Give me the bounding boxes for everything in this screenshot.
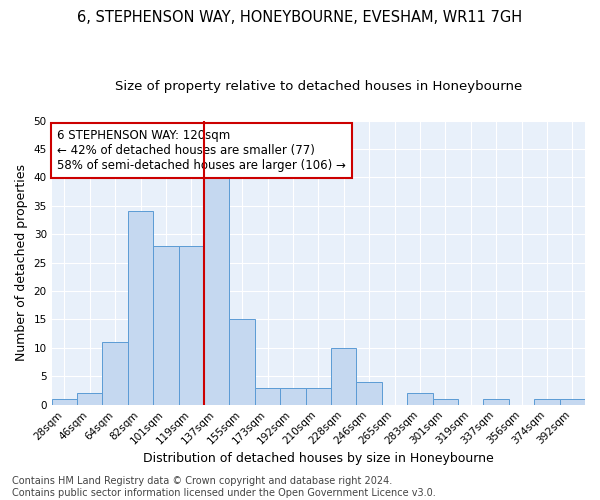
Bar	[77, 394, 103, 404]
Y-axis label: Number of detached properties: Number of detached properties	[15, 164, 28, 361]
Bar	[179, 246, 204, 404]
Bar	[52, 399, 77, 404]
Bar	[255, 388, 280, 404]
Text: Contains HM Land Registry data © Crown copyright and database right 2024.
Contai: Contains HM Land Registry data © Crown c…	[12, 476, 436, 498]
Text: 6 STEPHENSON WAY: 120sqm
← 42% of detached houses are smaller (77)
58% of semi-d: 6 STEPHENSON WAY: 120sqm ← 42% of detach…	[57, 129, 346, 172]
Bar	[560, 399, 585, 404]
Bar	[484, 399, 509, 404]
Bar	[103, 342, 128, 404]
Bar	[280, 388, 305, 404]
X-axis label: Distribution of detached houses by size in Honeybourne: Distribution of detached houses by size …	[143, 452, 494, 465]
Text: 6, STEPHENSON WAY, HONEYBOURNE, EVESHAM, WR11 7GH: 6, STEPHENSON WAY, HONEYBOURNE, EVESHAM,…	[77, 10, 523, 25]
Bar	[204, 178, 229, 404]
Bar	[305, 388, 331, 404]
Bar	[534, 399, 560, 404]
Bar	[433, 399, 458, 404]
Bar	[356, 382, 382, 404]
Bar	[331, 348, 356, 405]
Bar	[128, 212, 153, 404]
Title: Size of property relative to detached houses in Honeybourne: Size of property relative to detached ho…	[115, 80, 522, 93]
Bar	[407, 394, 433, 404]
Bar	[229, 320, 255, 404]
Bar	[153, 246, 179, 404]
